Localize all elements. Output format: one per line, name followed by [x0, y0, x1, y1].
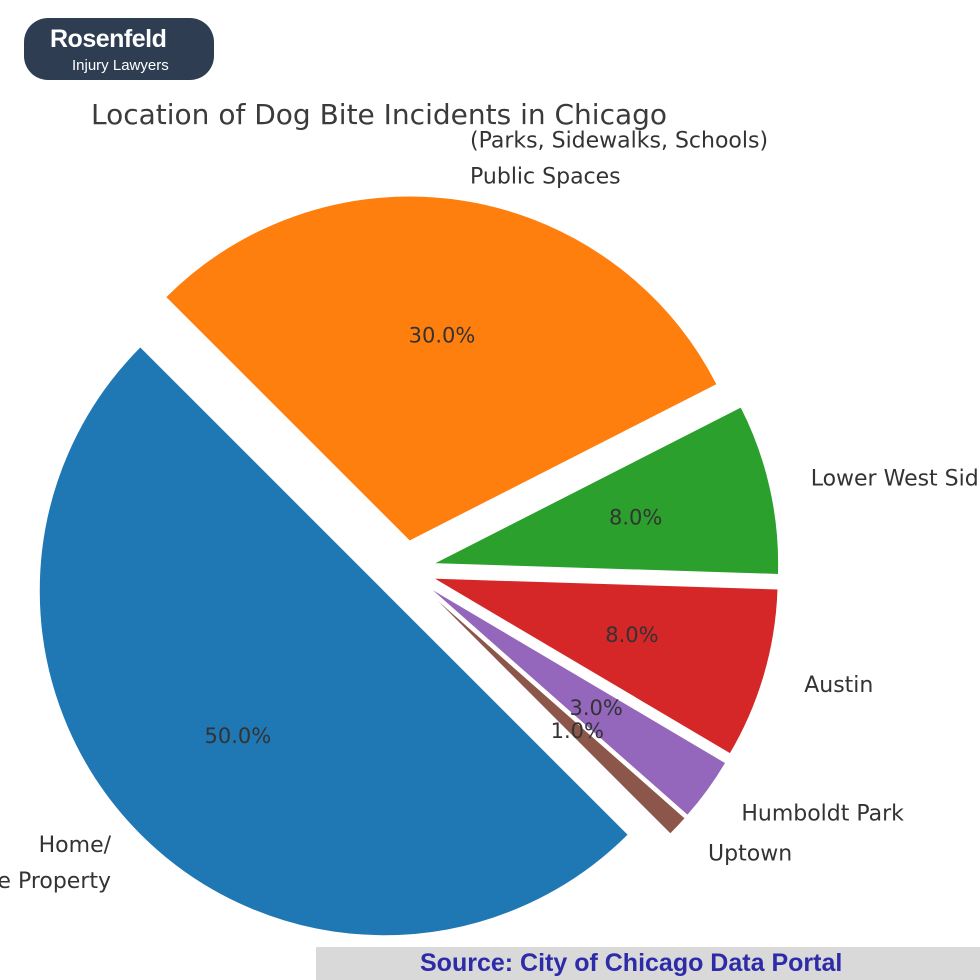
- pie-slice-private-property: [38, 346, 629, 937]
- category-label-public-spaces-line-2: Public Spaces: [470, 164, 621, 189]
- logo-name: Rosenfeld: [50, 25, 167, 53]
- chart-title: Location of Dog Bite Incidents in Chicag…: [91, 98, 668, 131]
- pct-label-private-property: 50.0%: [205, 724, 272, 748]
- category-label-private-property-line-1: Home/: [39, 833, 112, 858]
- category-label-humboldt-park: Humboldt Park: [741, 801, 904, 826]
- pct-label-lower-west-side: 8.0%: [609, 505, 662, 529]
- source-bar: Source: City of Chicago Data Portal: [316, 947, 980, 980]
- category-label-private-property-line-2: Private Property: [0, 869, 111, 894]
- category-label-austin: Austin: [804, 673, 873, 698]
- pie-slice-uptown: [426, 589, 686, 835]
- pct-label-austin: 8.0%: [605, 623, 658, 647]
- source-text: Source: City of Chicago Data Portal: [420, 949, 843, 977]
- rosenfeld-logo: Rosenfeld Injury Lawyers: [24, 18, 214, 80]
- pie-slice-public-spaces: [164, 195, 718, 542]
- category-label-uptown: Uptown: [708, 842, 792, 867]
- pie-slice-humboldt-park: [428, 586, 727, 817]
- category-label-lower-west-side: Lower West Side: [811, 466, 980, 491]
- pct-label-uptown: 1.0%: [551, 719, 604, 743]
- logo-subtitle: Injury Lawyers: [72, 57, 169, 74]
- pct-label-humboldt-park: 3.0%: [570, 696, 623, 720]
- pie-slice-lower-west-side: [433, 406, 780, 575]
- pie-slice-austin: [432, 577, 779, 755]
- category-label-public-spaces-line-1: (Parks, Sidewalks, Schools): [470, 128, 768, 153]
- pct-label-public-spaces: 30.0%: [409, 324, 476, 348]
